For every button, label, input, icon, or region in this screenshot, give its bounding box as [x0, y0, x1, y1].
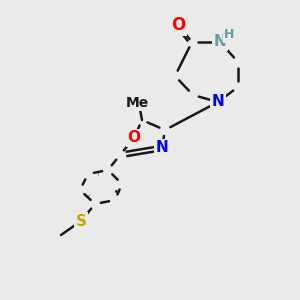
Text: N: N [212, 94, 224, 110]
Text: N: N [156, 140, 168, 155]
Text: H: H [224, 28, 234, 41]
Text: O: O [171, 16, 185, 34]
Text: Me: Me [125, 96, 148, 110]
Text: O: O [128, 130, 140, 146]
Text: N: N [214, 34, 226, 50]
Text: S: S [76, 214, 86, 229]
